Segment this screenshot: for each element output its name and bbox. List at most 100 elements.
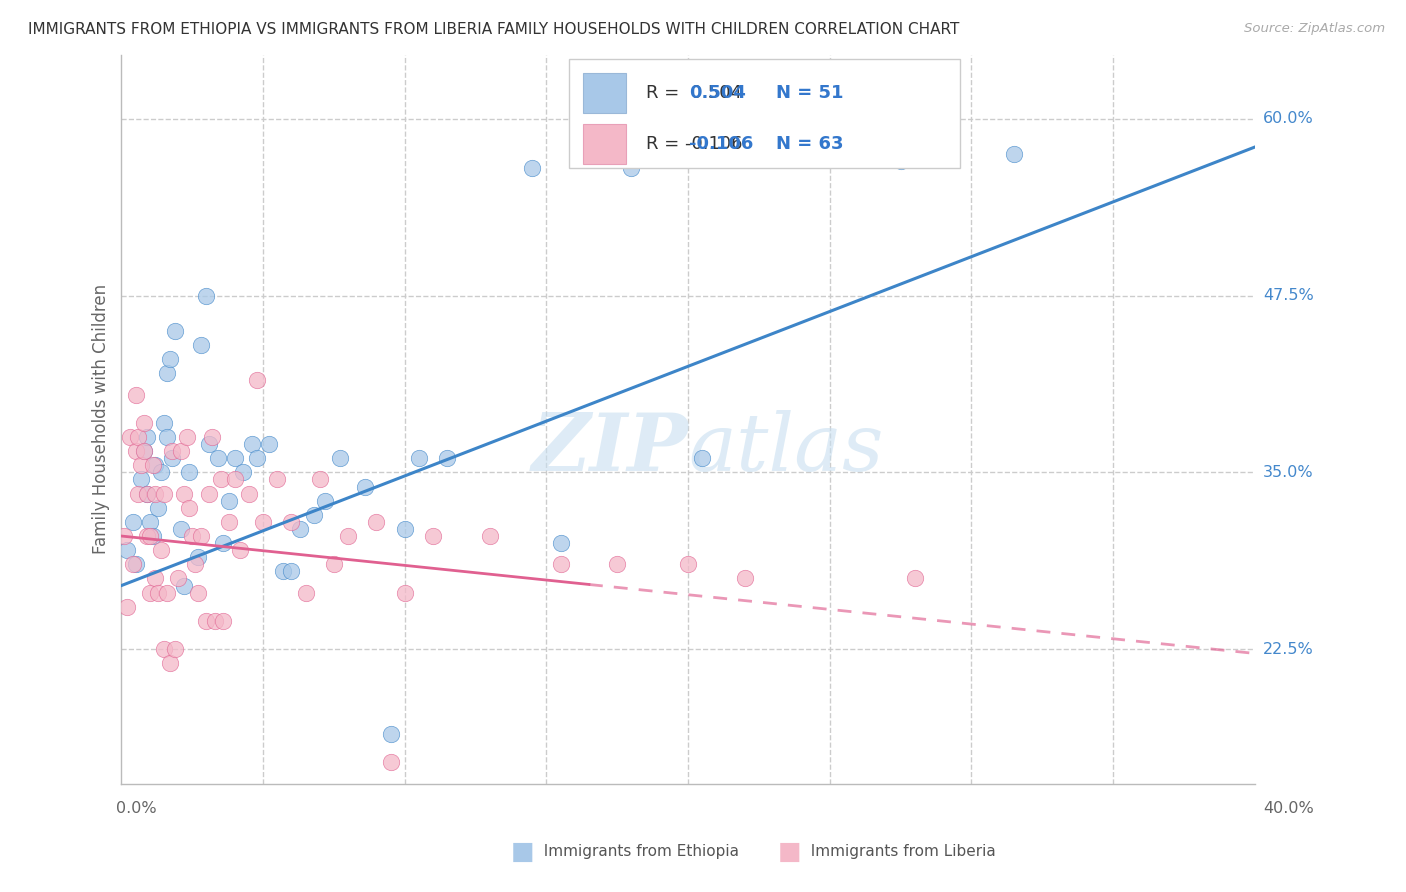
Point	[136, 529, 159, 543]
Point	[153, 642, 176, 657]
Point	[162, 444, 184, 458]
Point	[153, 416, 176, 430]
Point	[142, 529, 165, 543]
Point	[422, 529, 444, 543]
Point	[266, 473, 288, 487]
Point	[173, 486, 195, 500]
FancyBboxPatch shape	[582, 73, 626, 113]
Point	[218, 493, 240, 508]
Text: -0.106: -0.106	[689, 135, 754, 153]
Point	[167, 572, 190, 586]
Point	[179, 500, 201, 515]
Point	[246, 374, 269, 388]
Point	[156, 430, 179, 444]
Point	[115, 543, 138, 558]
Point	[522, 161, 544, 176]
Point	[118, 430, 141, 444]
Point	[1002, 147, 1025, 161]
Point	[142, 458, 165, 473]
Point	[280, 565, 302, 579]
Point	[136, 430, 159, 444]
Point	[170, 444, 193, 458]
Point	[246, 451, 269, 466]
Point	[127, 430, 149, 444]
Text: R =  0.504: R = 0.504	[647, 84, 742, 102]
Point	[195, 288, 218, 302]
Point	[280, 515, 302, 529]
Point	[176, 430, 198, 444]
Point	[690, 451, 713, 466]
Point	[184, 558, 207, 572]
Point	[606, 558, 628, 572]
Point	[218, 515, 240, 529]
Point	[153, 486, 176, 500]
Point	[132, 444, 155, 458]
Point	[190, 529, 212, 543]
Text: 0.0%: 0.0%	[115, 800, 156, 815]
Point	[288, 522, 311, 536]
Point	[478, 529, 501, 543]
Point	[124, 387, 146, 401]
Point	[190, 338, 212, 352]
Point	[145, 572, 167, 586]
Point	[620, 161, 643, 176]
Point	[271, 565, 294, 579]
Text: atlas: atlas	[688, 409, 883, 487]
Point	[676, 558, 699, 572]
Point	[354, 479, 377, 493]
Point	[408, 451, 430, 466]
Point	[150, 543, 173, 558]
Point	[170, 522, 193, 536]
Point	[129, 473, 152, 487]
Text: ZIP: ZIP	[531, 409, 688, 487]
Point	[148, 500, 170, 515]
Point	[394, 585, 416, 599]
Point	[252, 515, 274, 529]
Point	[238, 486, 260, 500]
Point	[204, 614, 226, 628]
Text: Immigrants from Liberia: Immigrants from Liberia	[801, 845, 997, 859]
Point	[124, 558, 146, 572]
Point	[904, 572, 927, 586]
Point	[115, 599, 138, 614]
Point	[198, 437, 221, 451]
Text: N = 51: N = 51	[776, 84, 844, 102]
Point	[187, 585, 209, 599]
Point	[224, 473, 246, 487]
Text: 47.5%: 47.5%	[1263, 288, 1315, 303]
Point	[308, 473, 330, 487]
Text: R = -0.106: R = -0.106	[647, 135, 742, 153]
Text: Immigrants from Ethiopia: Immigrants from Ethiopia	[534, 845, 740, 859]
Point	[198, 486, 221, 500]
Point	[195, 614, 218, 628]
Text: IMMIGRANTS FROM ETHIOPIA VS IMMIGRANTS FROM LIBERIA FAMILY HOUSEHOLDS WITH CHILD: IMMIGRANTS FROM ETHIOPIA VS IMMIGRANTS F…	[28, 22, 959, 37]
Point	[165, 324, 187, 338]
Point	[207, 451, 229, 466]
Point	[294, 585, 316, 599]
Point	[337, 529, 360, 543]
Point	[314, 493, 336, 508]
Point	[132, 444, 155, 458]
Text: Source: ZipAtlas.com: Source: ZipAtlas.com	[1244, 22, 1385, 36]
FancyBboxPatch shape	[569, 59, 960, 168]
Point	[129, 458, 152, 473]
Point	[121, 558, 143, 572]
Point	[162, 451, 184, 466]
Text: 0.504: 0.504	[689, 84, 747, 102]
Point	[257, 437, 280, 451]
Point	[139, 529, 162, 543]
Point	[159, 352, 181, 367]
Point	[165, 642, 187, 657]
Text: 22.5%: 22.5%	[1263, 641, 1315, 657]
Y-axis label: Family Households with Children: Family Households with Children	[93, 285, 110, 555]
Point	[150, 466, 173, 480]
Point	[720, 133, 742, 147]
Point	[156, 585, 179, 599]
Text: ■: ■	[510, 840, 534, 863]
Point	[201, 430, 224, 444]
Point	[209, 473, 232, 487]
Point	[127, 486, 149, 500]
Point	[121, 515, 143, 529]
Point	[139, 585, 162, 599]
Text: 60.0%: 60.0%	[1263, 112, 1315, 127]
